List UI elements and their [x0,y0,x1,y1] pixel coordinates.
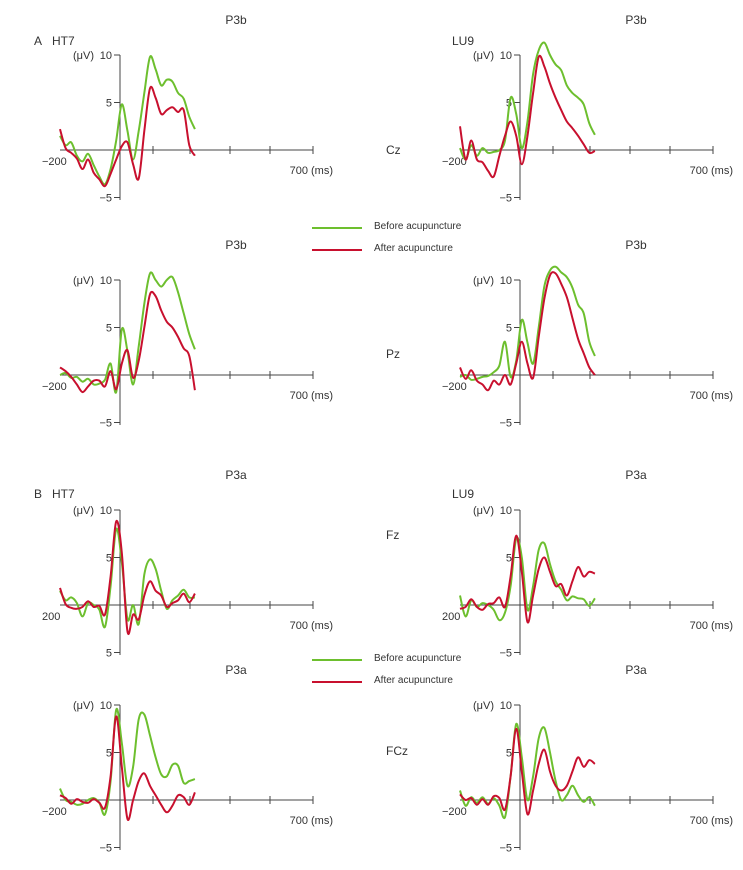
x-start-label: −200 [442,381,467,393]
series-line-after [459,534,596,624]
erp-plot-a-ht7-cz: P3b 10 5 −5 (μV) −200 700 (ms) [42,13,333,205]
y-tick-label: 10 [100,275,112,287]
y-tick-label: −5 [99,418,112,430]
plot-title: P3b [625,238,647,252]
legend-label-after: After acupuncture [374,675,453,686]
y-tick-label: 10 [500,50,512,62]
section-a-letter: A [34,34,43,48]
y-axis-unit-label: (μV) [473,700,494,712]
y-tick-label: 5 [506,323,512,335]
column-label-a-lu9: LU9 [452,34,475,48]
y-tick-label: 5 [106,98,112,110]
y-tick-label: 5 [106,748,112,760]
plot-title: P3a [625,663,647,677]
y-tick-label: −5 [499,418,512,430]
electrode-label-cz: Cz [386,143,401,157]
x-end-label: 700 (ms) [690,165,733,177]
plot-title: P3a [225,663,247,677]
erp-plot-a-ht7-pz: P3b 10 5 −5 (μV) −200 700 (ms) [42,238,333,430]
y-tick-label: 5 [506,748,512,760]
x-end-label: 700 (ms) [290,620,333,632]
electrode-label-fz: Fz [386,528,400,542]
electrode-label-pz: Pz [386,347,401,361]
y-tick-label: 10 [100,505,112,517]
legend-b: Before acupuncture After acupuncture [312,650,492,690]
column-label-b-ht7: HT7 [52,487,75,501]
erp-plot-a-lu9-pz: P3b 10 5 −5 (μV) −200 700 (ms) [442,238,733,430]
series-line-before [459,536,596,622]
y-tick-label: 5 [106,648,112,660]
legend-swatch-before [312,227,362,229]
y-axis-unit-label: (μV) [473,50,494,62]
plot-title: P3a [625,468,647,482]
x-start-label: −200 [442,806,467,818]
series-line-before [459,41,596,161]
section-b-letter: B [34,487,43,501]
x-end-label: 700 (ms) [290,815,333,827]
y-tick-label: −5 [499,648,512,660]
plot-title: P3b [225,13,247,27]
legend-swatch-before [312,659,362,661]
series-line-after [459,727,596,816]
y-tick-label: −5 [99,193,112,205]
electrode-label-fcz: FCz [386,744,408,758]
erp-plot-b-ht7-fz: P3a 10 5 5 (μV) 200 700 (ms) [42,468,333,660]
plot-title: P3b [625,13,647,27]
plot-title: P3b [225,238,247,252]
y-tick-label: 10 [500,275,512,287]
series-line-after [59,290,196,394]
legend-label-before: Before acupuncture [374,221,462,232]
x-end-label: 700 (ms) [290,390,333,402]
x-end-label: 700 (ms) [690,620,733,632]
series-line-after [459,54,596,179]
y-axis-unit-label: (μV) [73,505,94,517]
series-line-before [459,722,596,820]
y-tick-label: 10 [100,700,112,712]
series-line-before [59,55,196,186]
y-tick-label: −5 [99,843,112,855]
y-tick-label: −5 [499,193,512,205]
x-end-label: 700 (ms) [290,165,333,177]
series-line-before [59,527,196,629]
x-start-label: −200 [42,156,67,168]
erp-plot-b-lu9-fcz: P3a 10 5 −5 (μV) −200 700 (ms) [442,663,733,855]
x-start-label: −200 [42,381,67,393]
legend-a: Before acupuncture After acupuncture [312,218,492,258]
series-line-after [59,715,196,822]
x-end-label: 700 (ms) [690,390,733,402]
y-axis-unit-label: (μV) [473,505,494,517]
legend-label-after: After acupuncture [374,243,453,254]
erp-plot-b-lu9-fz: P3a 10 5 −5 (μV) 200 700 (ms) [442,468,733,660]
series-line-after [459,271,596,392]
column-label-a-ht7: HT7 [52,34,75,48]
y-axis-unit-label: (μV) [473,275,494,287]
x-start-label: −200 [442,156,467,168]
legend-swatch-after [312,249,362,251]
erp-plot-b-ht7-fcz: P3a 10 5 −5 (μV) −200 700 (ms) [42,663,333,855]
y-tick-label: 5 [506,553,512,565]
series-line-before [459,265,596,381]
series-line-after [59,85,196,188]
series-line-before [59,707,196,816]
y-tick-label: 10 [100,50,112,62]
column-label-b-lu9: LU9 [452,487,475,501]
legend-swatch-after [312,681,362,683]
y-axis-unit-label: (μV) [73,275,94,287]
y-axis-unit-label: (μV) [73,700,94,712]
y-tick-label: 5 [106,553,112,565]
legend-label-before: Before acupuncture [374,653,462,664]
plot-title: P3a [225,468,247,482]
series-line-after [59,519,196,635]
y-axis-unit-label: (μV) [73,50,94,62]
y-tick-label: −5 [499,843,512,855]
y-tick-label: 10 [500,505,512,517]
y-tick-label: 5 [106,323,112,335]
x-end-label: 700 (ms) [690,815,733,827]
x-start-label: −200 [42,806,67,818]
x-start-label: 200 [42,611,60,623]
x-start-label: 200 [442,611,460,623]
y-tick-label: 10 [500,700,512,712]
